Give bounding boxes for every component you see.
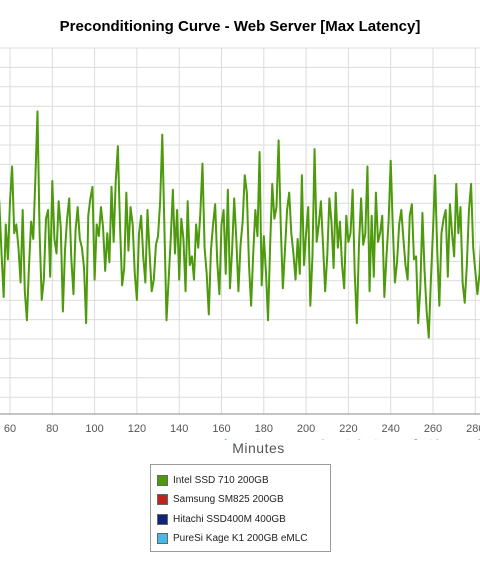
- chart-plot: 60 80 100 120 140 160 180 200 220 240 260 280: [0, 47, 480, 440]
- legend-label: PureSi Kage K1 200GB eMLC: [173, 533, 308, 544]
- x-tick-label: 100: [85, 423, 103, 435]
- x-tick-label: 60: [4, 423, 16, 435]
- legend-swatch: [157, 474, 168, 486]
- x-tick-label: 200: [297, 423, 315, 435]
- x-axis-label: Minutes: [232, 440, 285, 456]
- x-tick-label: 180: [255, 423, 273, 435]
- series-lines: [0, 110, 480, 440]
- legend-item: PureSi Kage K1 200GB eMLC: [157, 531, 308, 547]
- x-tick-label: 160: [212, 423, 230, 435]
- x-tick-label: 280: [466, 423, 480, 435]
- x-tick-label: 220: [339, 423, 357, 435]
- gridlines: [0, 47, 480, 414]
- legend-item: Intel SSD 710 200GB: [157, 472, 269, 488]
- legend: Intel SSD 710 200GB Samsung SM825 200GB Hi…: [150, 464, 331, 552]
- legend-swatch: [157, 533, 168, 544]
- legend-item: Hitachi SSD400M 400GB: [157, 511, 286, 527]
- x-tick-label: 240: [382, 423, 400, 435]
- chart-title: Preconditioning Curve - Web Server [Max …: [59, 18, 421, 35]
- x-axis: 60 80 100 120 140 160 180 200 220 240 260 280: [0, 413, 480, 435]
- series-line-0: [0, 110, 480, 339]
- legend-label: Samsung SM825 200GB: [173, 494, 284, 505]
- x-tick-label: 140: [170, 423, 188, 435]
- legend-label: Intel SSD 710 200GB: [173, 474, 269, 486]
- legend-swatch: [157, 513, 168, 525]
- x-tick-label: 260: [424, 423, 442, 435]
- legend-item: Samsung SM825 200GB: [157, 492, 284, 508]
- legend-label: Hitachi SSD400M 400GB: [173, 513, 286, 525]
- legend-swatch: [157, 494, 168, 505]
- x-tick-label: 120: [128, 423, 146, 435]
- x-tick-label: 80: [46, 423, 58, 435]
